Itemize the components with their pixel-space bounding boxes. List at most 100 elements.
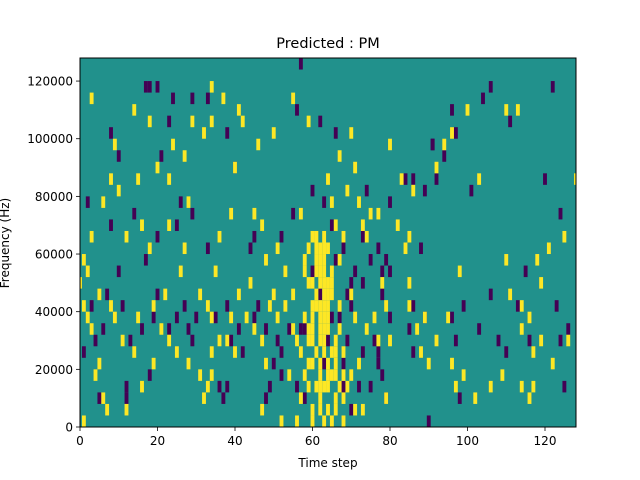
heatmap-cell-low: [271, 357, 276, 370]
heatmap-cell-high: [306, 357, 311, 370]
heatmap-cell-low: [213, 311, 218, 324]
heatmap-cell-high: [209, 81, 214, 93]
heatmap-cell-high: [322, 323, 327, 335]
heatmap-cell-low: [481, 92, 485, 105]
heatmap-cell-low: [388, 311, 392, 324]
heatmap-cell-high: [322, 346, 327, 358]
heatmap-cell-high: [155, 161, 160, 174]
heatmap-cell-high: [209, 369, 214, 381]
heatmap-cell-low: [116, 150, 121, 162]
heatmap-cell-high: [329, 277, 334, 289]
heatmap-cell-high: [546, 242, 551, 255]
heatmap-cell-high: [167, 173, 172, 185]
heatmap-cell-high: [306, 277, 311, 289]
heatmap-cell-high: [527, 311, 532, 324]
heatmap-cell-low: [388, 196, 392, 208]
heatmap-cell-low: [477, 323, 482, 335]
heatmap-cell-low: [407, 323, 412, 335]
heatmap-cell-high: [333, 346, 338, 358]
heatmap-cell-high: [461, 369, 466, 381]
heatmap-cell-high: [403, 242, 408, 255]
heatmap-cell-high: [136, 311, 141, 324]
heatmap-cell-high: [407, 277, 412, 289]
heatmap-cell-high: [112, 311, 117, 324]
heatmap-cell-high: [345, 380, 350, 393]
heatmap-cell-low: [543, 173, 547, 185]
heatmap-cell-low: [515, 300, 520, 312]
heatmap-cell-high: [407, 230, 412, 243]
heatmap-cell-low: [496, 334, 501, 347]
heatmap-cell-high: [333, 334, 338, 347]
heatmap-cell-low: [453, 127, 458, 139]
heatmap-cell-high: [314, 380, 319, 393]
heatmap-cell-high: [124, 230, 129, 243]
heatmap-cell-low: [380, 369, 385, 381]
heatmap-cell-low: [368, 254, 373, 266]
heatmap-cell-high: [182, 242, 187, 255]
heatmap-cell-high: [81, 254, 86, 266]
heatmap-cell-low: [349, 300, 354, 312]
heatmap-cell-high: [310, 323, 315, 335]
heatmap-cell-low: [167, 115, 172, 128]
heatmap-cell-low: [322, 357, 327, 370]
heatmap-cell-high: [434, 334, 439, 347]
heatmap-cell-low: [562, 380, 567, 393]
heatmap-cell-high: [205, 380, 210, 393]
heatmap-cell-high: [322, 277, 327, 289]
heatmap-cell-high: [205, 300, 210, 312]
heatmap-cell-low: [434, 173, 439, 185]
heatmap-cell-low: [558, 334, 563, 347]
heatmap-cell-low: [124, 392, 129, 404]
heatmap-cell-high: [260, 219, 265, 231]
heatmap-cell-low: [267, 380, 272, 393]
heatmap-cell-high: [298, 346, 303, 358]
heatmap-cell-low: [143, 254, 148, 266]
y-axis: 0 20000 40000 60000 80000 100000 120000: [27, 75, 80, 435]
heatmap-cell-low: [132, 207, 137, 220]
heatmap-cell-low: [322, 196, 327, 208]
heatmap-cell-low: [527, 334, 532, 347]
heatmap-cell-low: [182, 300, 187, 312]
heatmap-cell-high: [132, 104, 137, 116]
heatmap-cell-high: [326, 323, 330, 335]
heatmap-cell-low: [194, 311, 199, 324]
heatmap-cell-high: [198, 369, 203, 381]
heatmap-cell-high: [376, 334, 381, 347]
heatmap-cell-high: [314, 288, 319, 301]
heatmap-cell-low: [109, 127, 113, 139]
heatmap-cell-high: [415, 323, 420, 335]
heatmap-cell-low: [140, 323, 144, 335]
heatmap-cell-high: [291, 323, 296, 335]
heatmap-cell-low: [225, 380, 230, 393]
heatmap-cell-low: [101, 323, 106, 335]
heatmap-cell-high: [97, 357, 102, 370]
heatmap-cell-high: [314, 265, 319, 278]
heatmap-cell-low: [229, 334, 234, 347]
heatmap-cell-high: [337, 323, 342, 335]
heatmap-cell-low: [318, 115, 323, 128]
heatmap-cell-low: [116, 265, 121, 278]
heatmap-cell-high: [85, 311, 90, 324]
heatmap-cell-high: [120, 334, 125, 347]
y-tick-label: 20000: [35, 363, 73, 377]
heatmap-cell-high: [190, 115, 195, 128]
heatmap-cell-low: [469, 184, 474, 197]
heatmap-cell-high: [302, 265, 307, 278]
heatmap-cell-low: [403, 173, 408, 185]
heatmap-cell-high: [209, 311, 214, 324]
heatmap-cell-low: [190, 334, 195, 347]
heatmap-cell-low: [147, 369, 152, 381]
heatmap-cell-low: [159, 150, 164, 162]
heatmap-cell-low: [298, 58, 303, 70]
heatmap-cell-high: [539, 277, 544, 289]
x-axis-title: Time step: [297, 456, 357, 470]
heatmap-cell-low: [504, 346, 509, 358]
heatmap-cell-high: [310, 300, 315, 312]
heatmap-cell-high: [357, 196, 361, 208]
heatmap-cell-high: [450, 357, 454, 370]
heatmap-cell-high: [457, 265, 462, 278]
heatmap-cell-high: [275, 242, 280, 255]
heatmap-cell-high: [399, 173, 404, 185]
heatmap-cell-high: [353, 403, 358, 416]
heatmap-cell-high: [248, 277, 253, 289]
